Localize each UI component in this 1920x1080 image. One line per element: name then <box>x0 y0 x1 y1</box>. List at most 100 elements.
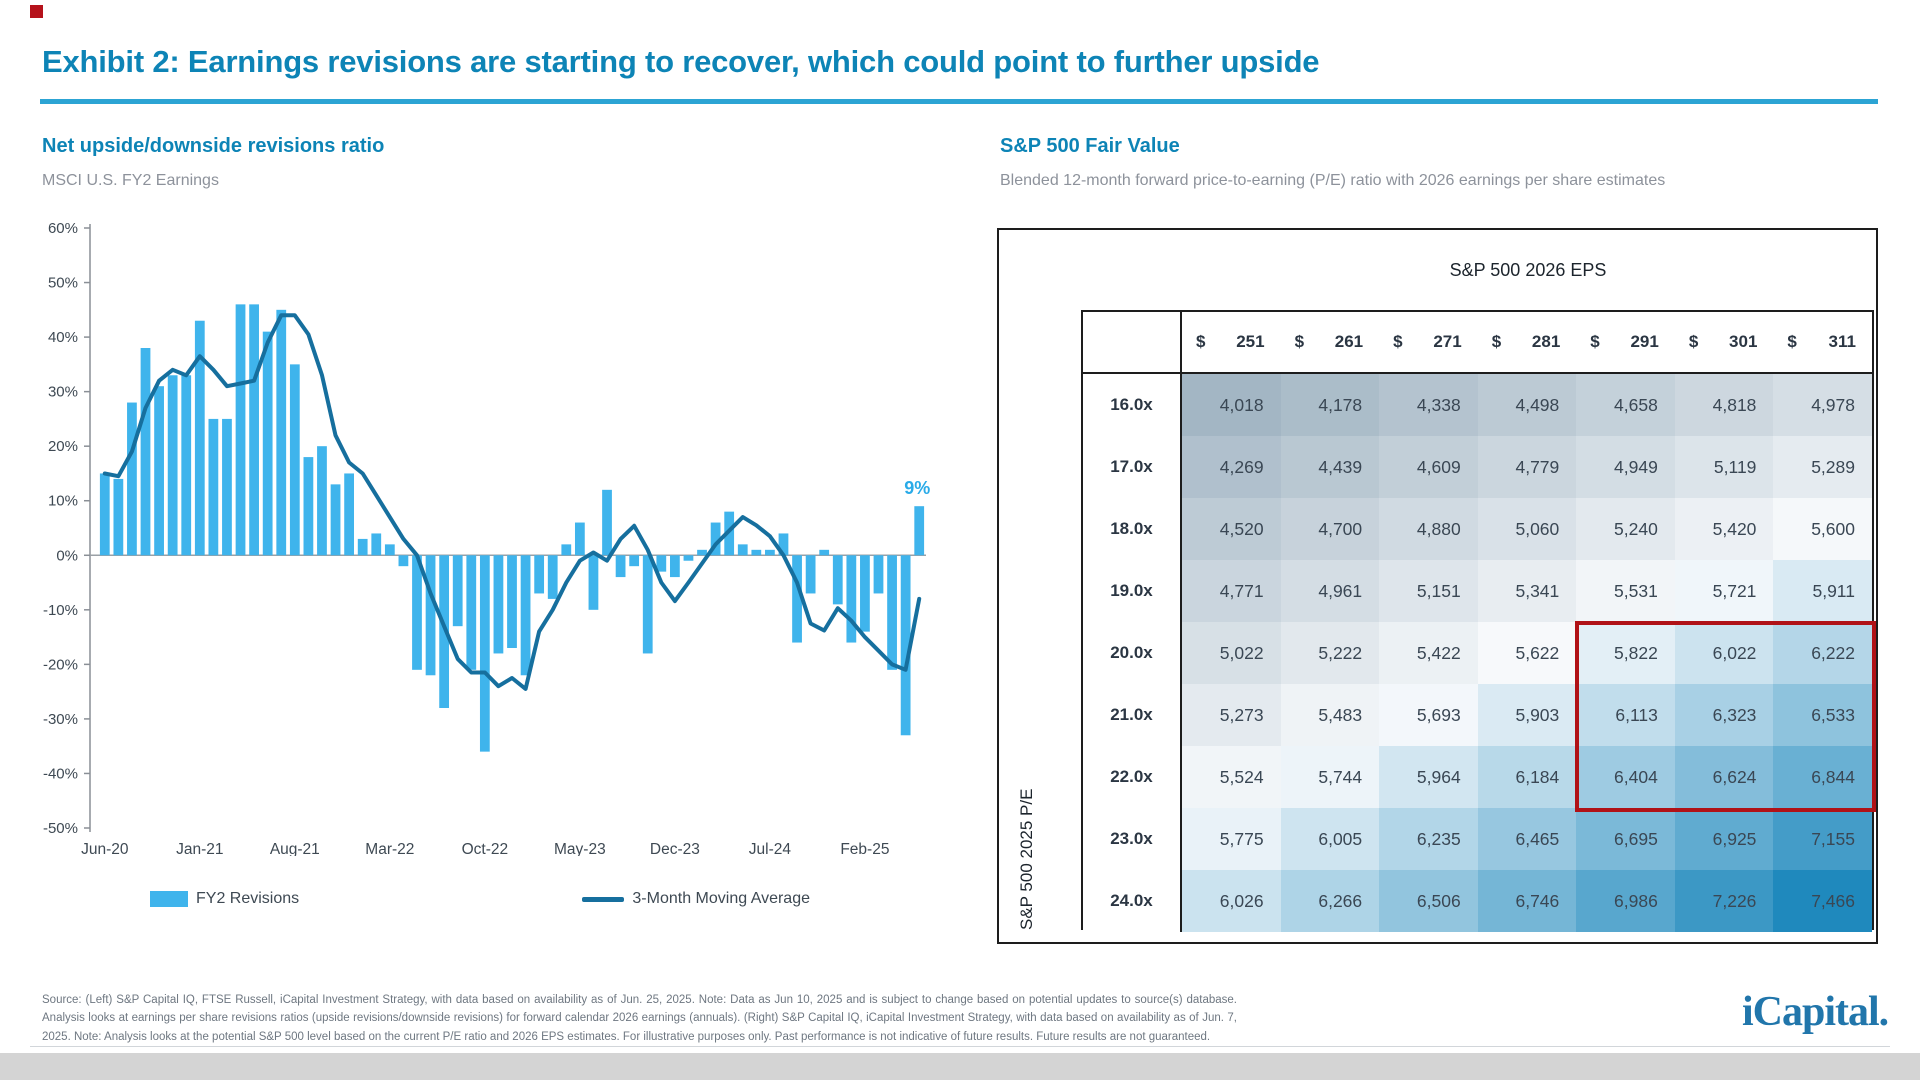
y-tick-label: -20% <box>43 656 78 673</box>
dollar-sign: $ <box>1787 332 1797 351</box>
fair-value-cell: 5,341 <box>1477 560 1577 622</box>
fair-value-cell: 5,483 <box>1280 684 1380 746</box>
fair-value-cell: 5,964 <box>1379 746 1478 808</box>
fair-value-cell: 5,273 <box>1182 684 1281 746</box>
fair-value-cell: 6,184 <box>1477 746 1577 808</box>
fy2-revisions-bar <box>832 555 843 605</box>
fy2-revisions-bar <box>262 331 273 556</box>
left-chart-title: Net upside/downside revisions ratio <box>42 135 385 157</box>
fair-value-cell: 6,235 <box>1379 808 1478 870</box>
fair-value-cell: 6,113 <box>1576 684 1675 746</box>
table-corner-cell <box>1083 312 1182 374</box>
fy2-revisions-bar <box>384 544 395 556</box>
fy2-revisions-bar <box>466 555 477 670</box>
fy2-revisions-bar <box>412 555 422 670</box>
pe-row-label: 23.0x <box>1083 808 1182 870</box>
fy2-revisions-bar <box>317 446 327 556</box>
fair-value-cell: 4,978 <box>1773 374 1872 436</box>
fy2-revisions-bar <box>656 555 667 572</box>
fy2-revisions-bar <box>194 320 205 556</box>
pe-row-label: 24.0x <box>1083 870 1182 932</box>
fair-value-cell: 7,155 <box>1773 808 1872 870</box>
fair-value-cell: 7,226 <box>1674 870 1774 932</box>
fair-value-table: $251 $261 $271 $281 $291 $301 $311 16.0x 4,018 4,… <box>1081 310 1876 932</box>
fair-value-cell: 4,700 <box>1280 498 1380 560</box>
bottom-band <box>0 1053 1920 1080</box>
fy2-revisions-bar <box>222 418 232 556</box>
fy2-revisions-bar <box>615 555 626 578</box>
icapital-logo: iCapital. <box>1742 989 1889 1035</box>
fy2-revisions-bar <box>276 309 287 556</box>
fair-value-cell: 5,289 <box>1773 436 1872 498</box>
fair-value-cell: 6,695 <box>1576 808 1675 870</box>
fair-value-cell: 4,779 <box>1477 436 1577 498</box>
fy2-revisions-bar <box>371 533 382 556</box>
eps-value: 251 <box>1236 332 1265 351</box>
moving-average-line <box>102 313 922 691</box>
fair-value-cell: 5,822 <box>1576 622 1675 684</box>
x-tick-label: Jun-20 <box>81 841 129 856</box>
fy2-revisions-bar <box>357 538 368 556</box>
table-row-axis-title: S&P 500 2025 P/E <box>1017 788 1036 930</box>
fair-value-cell: 4,658 <box>1576 374 1675 436</box>
eps-value: 261 <box>1334 332 1364 351</box>
fy2-revisions-bar <box>873 555 884 594</box>
last-value-annotation: 9% <box>904 478 930 498</box>
left-chart-subtitle: MSCI U.S. FY2 Earnings <box>42 172 219 189</box>
fair-value-cell: 6,404 <box>1576 746 1675 808</box>
fair-value-cell: 6,925 <box>1674 808 1774 870</box>
y-tick-label: 30% <box>48 384 78 401</box>
x-tick-label: Mar-22 <box>365 841 414 856</box>
fair-value-cell: 4,961 <box>1280 560 1380 622</box>
y-tick-label: 20% <box>48 438 78 455</box>
y-tick-label: -10% <box>43 602 78 619</box>
fy2-revisions-bar <box>289 364 300 556</box>
footer-divider <box>30 1046 1890 1047</box>
fair-value-cell: 5,600 <box>1773 498 1872 560</box>
fair-value-cell: 6,026 <box>1182 870 1281 932</box>
fair-value-cell: 5,060 <box>1477 498 1577 560</box>
pe-row-label: 22.0x <box>1083 746 1182 808</box>
fair-value-cell: 5,622 <box>1477 622 1577 684</box>
fair-value-cell: 6,844 <box>1773 746 1872 808</box>
eps-column-header: $301 <box>1674 312 1774 374</box>
fy2-revisions-bar <box>914 506 925 556</box>
x-tick-label: May-23 <box>554 841 606 856</box>
fair-value-cell: 5,744 <box>1280 746 1380 808</box>
fair-value-cell: 5,240 <box>1576 498 1675 560</box>
fy2-revisions-bar <box>792 555 802 643</box>
fair-value-cell: 6,506 <box>1379 870 1478 932</box>
fy2-revisions-bar <box>534 555 545 594</box>
fy2-revisions-bar <box>99 473 110 556</box>
fair-value-cell: 6,222 <box>1773 622 1872 684</box>
fy2-revisions-bar <box>683 555 694 561</box>
fy2-revisions-bar <box>181 375 192 556</box>
fy2-revisions-bar <box>167 375 178 556</box>
fy2-revisions-bar <box>887 555 897 670</box>
fair-value-cell: 4,771 <box>1182 560 1281 622</box>
fy2-revisions-bar <box>439 555 450 708</box>
dollar-sign: $ <box>1491 332 1502 351</box>
fair-value-cell: 5,721 <box>1674 560 1774 622</box>
legend-label: FY2 Revisions <box>196 890 300 907</box>
dollar-sign: $ <box>1393 332 1403 351</box>
fy2-revisions-bar <box>629 555 640 567</box>
fair-value-cell: 5,524 <box>1182 746 1281 808</box>
fair-value-cell: 6,746 <box>1477 870 1577 932</box>
corner-mark <box>30 5 43 18</box>
fy2-revisions-bar <box>737 544 748 556</box>
x-tick-label: Dec-23 <box>650 841 700 856</box>
fair-value-cell: 7,466 <box>1773 870 1872 932</box>
revisions-chart-svg: 60% 50% 40% 30% 20% 10% 0% -10% -20% -30% -40% -50%… <box>43 220 930 858</box>
pe-row-label: 21.0x <box>1083 684 1182 746</box>
fy2-revisions-bar <box>507 555 517 648</box>
y-tick-label: -30% <box>43 711 78 728</box>
eps-column-header: $271 <box>1379 312 1478 374</box>
fair-value-cell: 6,465 <box>1477 808 1577 870</box>
fy2-revisions-bar <box>113 478 124 556</box>
fy2-revisions-bar <box>303 457 314 556</box>
dollar-sign: $ <box>1196 332 1206 351</box>
fair-value-cell: 5,222 <box>1280 622 1380 684</box>
eps-value: 301 <box>1729 332 1758 351</box>
fair-value-cell: 5,151 <box>1379 560 1478 622</box>
